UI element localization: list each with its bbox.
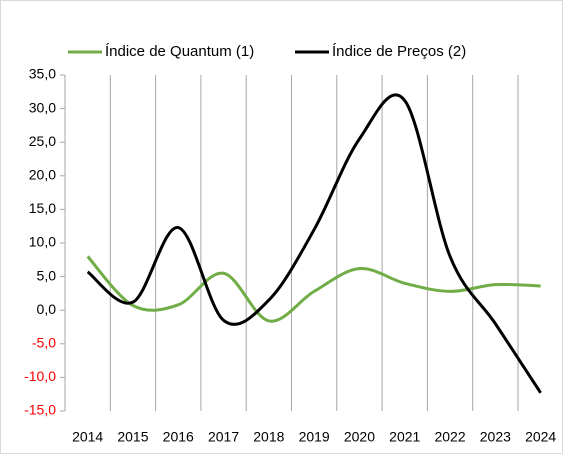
y-tick-label: 35,0 xyxy=(29,66,56,82)
legend-label: Índice de Quantum (1) xyxy=(105,43,254,60)
y-tick-label: -5,0 xyxy=(32,335,56,351)
x-tick-label: 2017 xyxy=(208,429,239,445)
x-tick-label: 2022 xyxy=(434,429,465,445)
x-tick-label: 2016 xyxy=(163,429,194,445)
x-tick-label: 2023 xyxy=(480,429,511,445)
x-tick-label: 2024 xyxy=(525,429,556,445)
x-tick-label: 2019 xyxy=(299,429,330,445)
series-line xyxy=(86,93,542,394)
y-tick-label: -10,0 xyxy=(24,368,56,384)
y-tick-label: 30,0 xyxy=(29,99,56,115)
x-tick-label: 2020 xyxy=(344,429,375,445)
legend-label: Índice de Preços (2) xyxy=(332,43,466,60)
x-tick-label: 2021 xyxy=(389,429,420,445)
x-tick-label: 2018 xyxy=(253,429,284,445)
y-tick-label: 25,0 xyxy=(29,133,56,149)
y-tick-label: 15,0 xyxy=(29,200,56,216)
series-line xyxy=(86,255,541,323)
x-tick-label: 2015 xyxy=(117,429,148,445)
y-tick-label: 10,0 xyxy=(29,234,56,250)
y-tick-label: -15,0 xyxy=(24,402,56,418)
y-tick-label: 0,0 xyxy=(37,301,57,317)
y-tick-label: 20,0 xyxy=(29,167,56,183)
x-tick-label: 2014 xyxy=(72,429,103,445)
y-tick-label: 5,0 xyxy=(37,267,57,283)
